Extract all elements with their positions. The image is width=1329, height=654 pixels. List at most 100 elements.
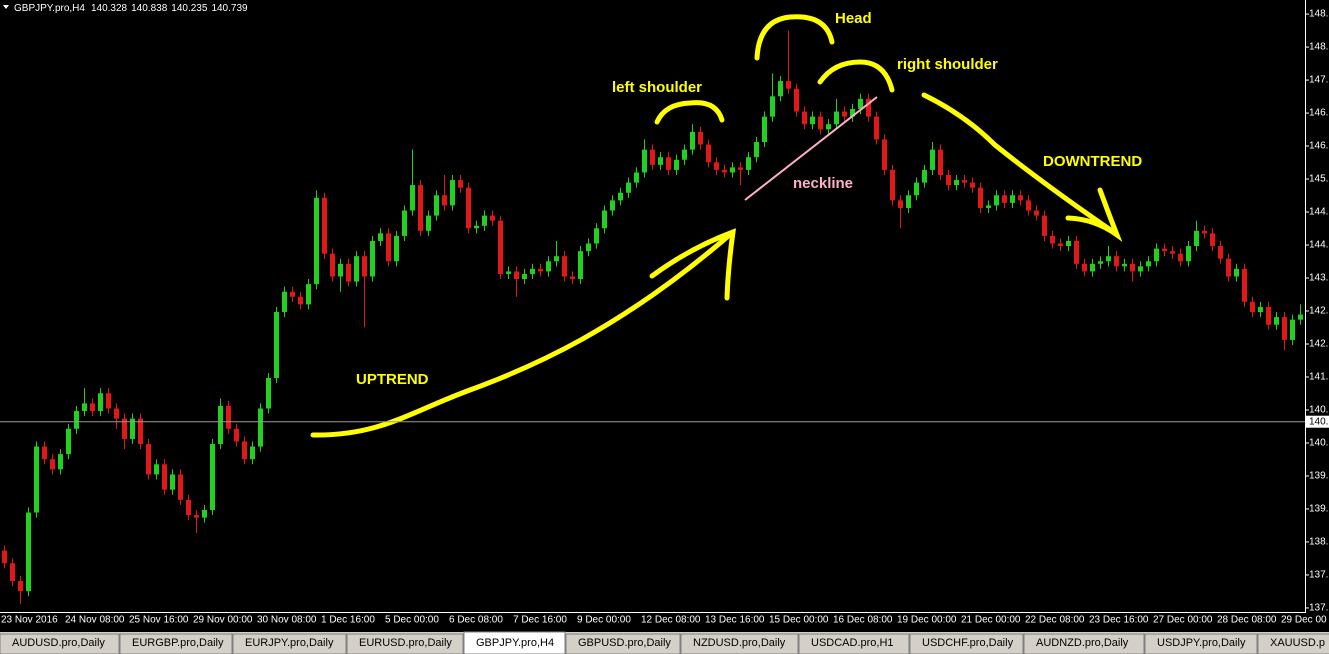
tab-label[interactable]: XAUUSD.p	[1270, 637, 1325, 649]
candle-body	[210, 443, 215, 510]
y-tick-label: 139.	[1309, 504, 1328, 515]
candle-body	[1130, 263, 1135, 272]
tab[interactable]: AUDUSD.pro,Daily	[0, 633, 120, 654]
y-tick-label: 147.	[1309, 75, 1328, 86]
candle-body	[674, 159, 679, 170]
tab-label[interactable]: USDCAD.pro,H1	[811, 637, 894, 649]
tab-label[interactable]: USDCHF.pro,Daily	[922, 637, 1014, 649]
candle-body	[850, 109, 855, 117]
candle-body	[234, 428, 239, 442]
tab-label[interactable]: GBPUSD.pro,Daily	[578, 637, 671, 649]
candle-body	[1234, 268, 1239, 277]
candle-body	[554, 256, 559, 262]
candle-body	[506, 271, 511, 274]
candle-body	[474, 225, 479, 229]
tab[interactable]: EURJPY.pro,Daily	[232, 633, 347, 654]
candle-body	[362, 256, 367, 277]
candle-body	[1194, 230, 1199, 247]
candle-body	[370, 240, 375, 277]
ohlc-high: 140.838	[131, 3, 168, 14]
candle-body	[42, 446, 47, 460]
candle-body	[730, 167, 735, 173]
candle-body	[666, 157, 671, 170]
tab-background	[346, 633, 464, 654]
tab-label[interactable]: EURGBP.pro,Daily	[132, 637, 224, 649]
candle-body	[266, 378, 271, 409]
candle-body	[578, 251, 583, 280]
candle-body	[802, 111, 807, 125]
candle-body	[298, 296, 303, 305]
candle-body	[538, 268, 543, 272]
tab[interactable]: EURGBP.pro,Daily	[119, 633, 233, 654]
tab-background	[119, 633, 233, 654]
candle-body	[882, 139, 887, 170]
tab[interactable]: AUDNZD.pro,Daily	[1023, 633, 1145, 654]
candle-body	[354, 256, 359, 282]
current-price-label: 140.	[1309, 416, 1328, 427]
candle-body	[986, 205, 991, 208]
y-tick-label: 138.	[1309, 537, 1328, 548]
candle-body	[258, 408, 263, 447]
candle-body	[122, 418, 127, 439]
candle-body	[466, 187, 471, 229]
tab[interactable]: GBPUSD.pro,Daily	[565, 633, 681, 654]
candle-body	[170, 474, 175, 490]
y-tick-label: 142.	[1309, 306, 1328, 317]
tab[interactable]: USDJPY.pro,Daily	[1144, 633, 1258, 654]
current-price-box	[1306, 415, 1329, 428]
tab-label[interactable]: GBPJPY.pro,H4	[476, 637, 554, 649]
candle-body	[338, 263, 343, 277]
candle-body	[1226, 258, 1231, 277]
candle-body	[626, 182, 631, 193]
candle-body	[954, 180, 959, 186]
tab-label[interactable]: USDJPY.pro,Daily	[1157, 637, 1246, 649]
candle-body	[1106, 256, 1111, 262]
candles	[2, 30, 1303, 604]
candle-body	[90, 403, 95, 412]
tab-label[interactable]: NZDUSD.pro,Daily	[693, 637, 786, 649]
tab-label[interactable]: AUDNZD.pro,Daily	[1036, 637, 1129, 649]
ohlc-low: 140.235	[171, 3, 208, 14]
tab[interactable]: GBPJPY.pro,H4	[463, 631, 566, 654]
candle-body	[722, 169, 727, 173]
candle-body	[930, 149, 935, 170]
candle-body	[898, 200, 903, 208]
tab[interactable]: EURUSD.pro,Daily	[346, 633, 464, 654]
tab[interactable]: XAUUSD.p	[1257, 633, 1329, 654]
candle-body	[82, 403, 87, 412]
x-tick-label: 28 Dec 08:00	[1217, 615, 1277, 626]
candle-body	[1082, 263, 1087, 272]
tab-background	[1257, 633, 1329, 654]
tab-background	[680, 633, 799, 654]
candle-body	[410, 185, 415, 211]
candle-body	[1154, 248, 1159, 262]
y-tick-label: 137.	[1309, 570, 1328, 581]
candle-body	[346, 263, 351, 282]
candle-body	[586, 243, 591, 252]
candle-body	[1066, 240, 1071, 247]
candle-body	[386, 233, 391, 262]
candle-body	[642, 149, 647, 173]
candle-body	[658, 157, 663, 165]
tab-label[interactable]: EURUSD.pro,Daily	[359, 637, 452, 649]
ohlc-close: 140.739	[211, 3, 248, 14]
menu-icon[interactable]	[3, 5, 9, 9]
tab[interactable]: NZDUSD.pro,Daily	[680, 633, 799, 654]
candle-body	[514, 271, 519, 280]
tab-label[interactable]: EURJPY.pro,Daily	[245, 637, 334, 649]
tab[interactable]: USDCHF.pro,Daily	[909, 633, 1024, 654]
x-tick-label: 16 Dec 08:00	[833, 615, 893, 626]
background	[0, 0, 1329, 632]
candle-body	[1290, 319, 1295, 340]
tab-label[interactable]: AUDUSD.pro,Daily	[12, 637, 105, 649]
candle-body	[570, 276, 575, 280]
candle-body	[250, 446, 255, 460]
neckline-line	[744, 96, 878, 201]
candle-body	[306, 284, 311, 305]
ohlc-open: 140.328	[91, 3, 128, 14]
tab[interactable]: USDCAD.pro,H1	[798, 633, 910, 654]
candle-body	[154, 464, 159, 475]
downtrend-arrow-head	[1065, 187, 1123, 243]
symbol: GBPJPY.pro,H4	[14, 3, 85, 14]
